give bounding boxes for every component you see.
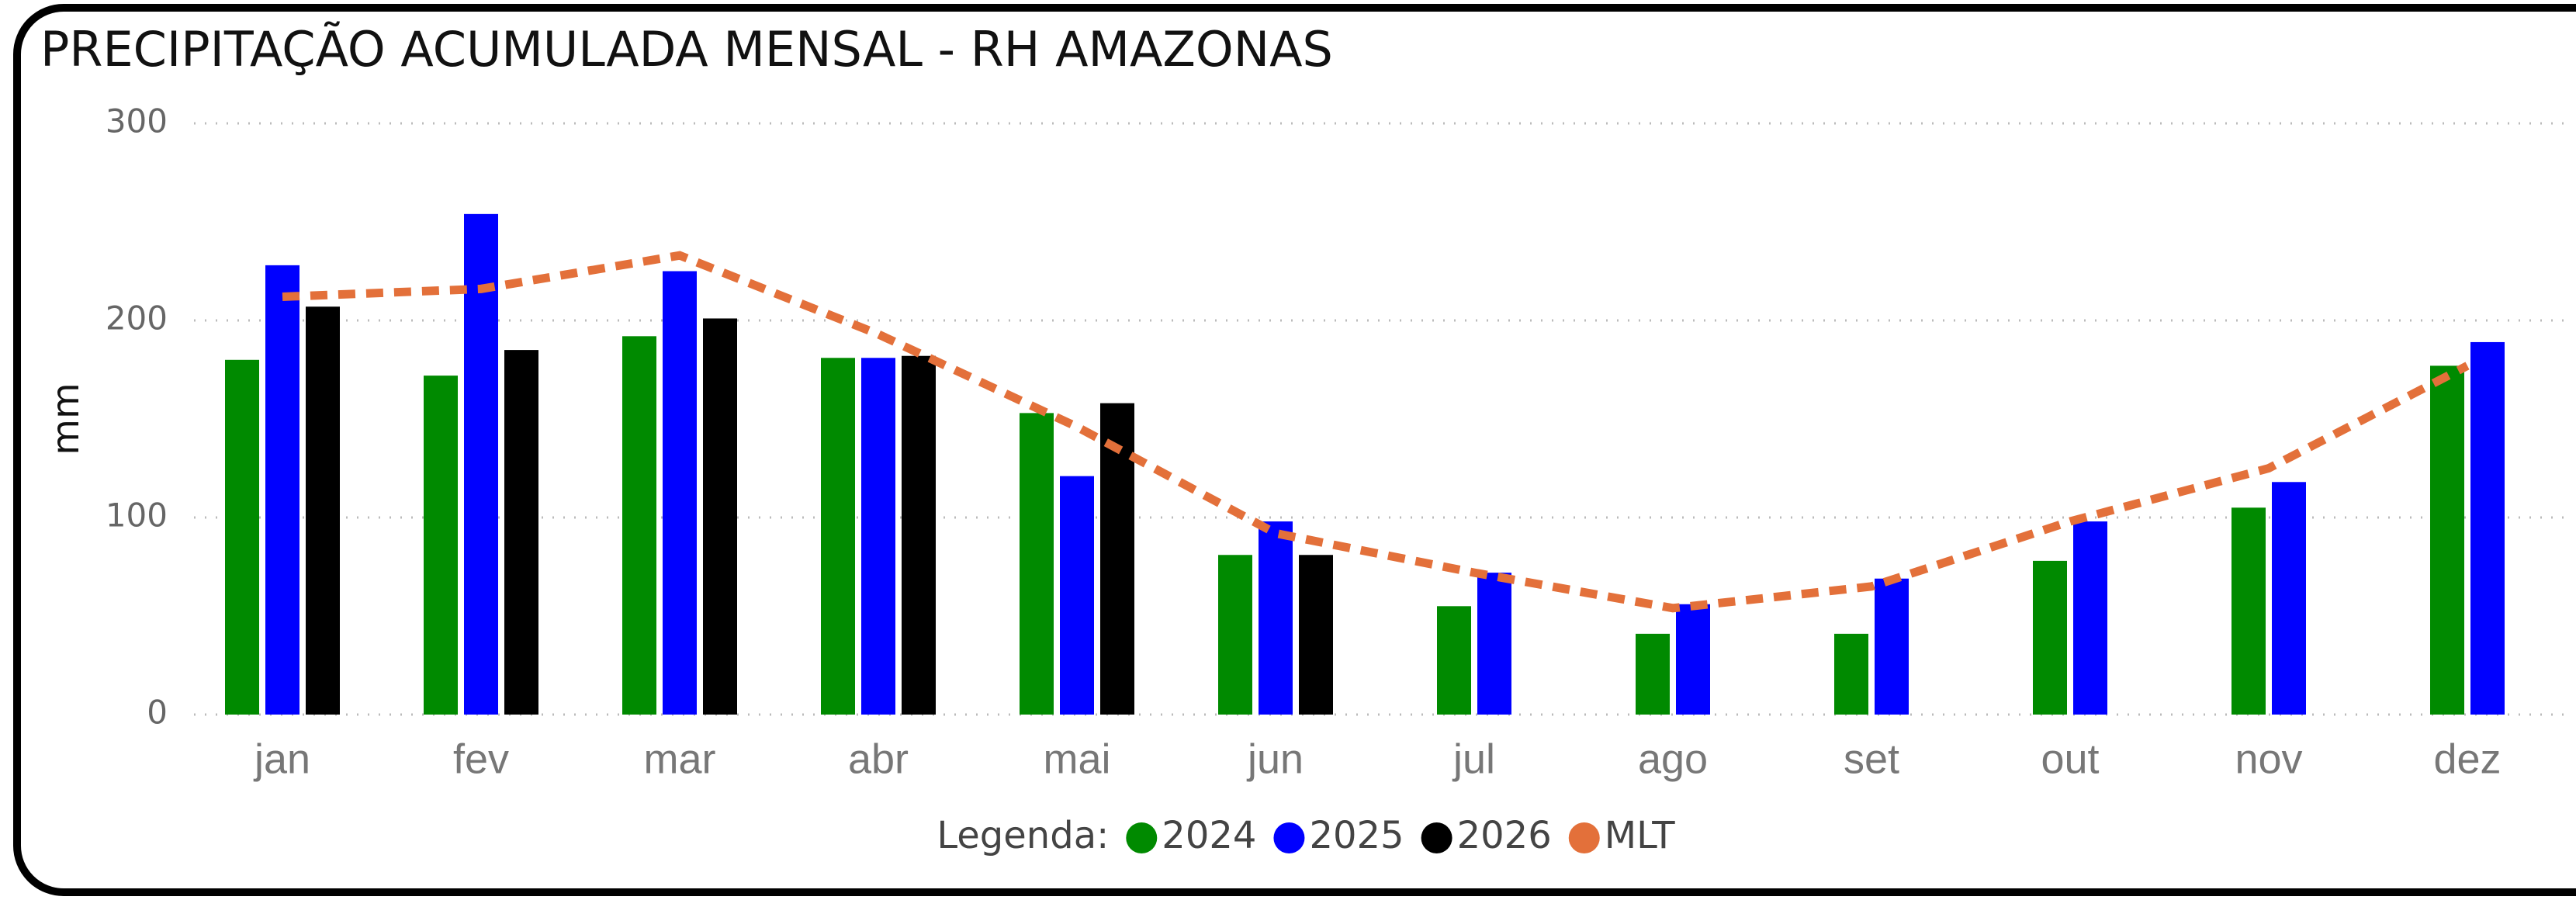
bar — [902, 355, 936, 715]
x-tick-label: out — [2041, 736, 2099, 782]
bar — [424, 376, 458, 715]
bar — [2470, 341, 2505, 715]
x-tick-label: jun — [1246, 736, 1304, 782]
y-tick-label: 0 — [147, 694, 168, 732]
bar — [2430, 365, 2464, 715]
legend-swatch — [1273, 822, 1305, 853]
x-tick-label: mai — [1043, 736, 1110, 782]
x-tick-label: dez — [2433, 736, 2501, 782]
frame — [13, 4, 2576, 896]
bar — [306, 306, 340, 715]
x-tick-label: nov — [2235, 736, 2302, 782]
legend-swatch — [1126, 822, 1158, 853]
bar — [2272, 482, 2306, 715]
x-tick-label: ago — [1638, 736, 1708, 782]
x-tick-label: abr — [848, 736, 909, 782]
bar — [1834, 633, 1868, 715]
bar — [2033, 560, 2067, 715]
bar — [1100, 403, 1134, 715]
bar — [504, 350, 538, 715]
x-tick-label: jan — [253, 736, 310, 782]
x-tick-label: set — [1844, 736, 1899, 782]
legend-label: 2024 — [1162, 814, 1256, 857]
y-tick-label: 100 — [106, 497, 168, 535]
bar — [1875, 578, 1909, 715]
bar — [464, 213, 498, 715]
bar — [1259, 521, 1293, 715]
y-axis-label: mm — [44, 382, 88, 455]
bar — [1636, 633, 1670, 715]
x-tick-label: jul — [1452, 736, 1495, 782]
bar — [622, 336, 656, 715]
x-tick-label: mar — [644, 736, 716, 782]
bar — [1437, 606, 1471, 715]
legend-swatch — [1568, 822, 1600, 853]
bar — [1676, 604, 1710, 715]
y-tick-label: 200 — [106, 299, 168, 338]
legend: Legenda: 2024 2025 2026 MLT — [937, 814, 1675, 857]
bar — [703, 318, 737, 715]
bar — [861, 358, 895, 715]
bar — [225, 359, 259, 715]
bar — [1060, 476, 1094, 715]
legend-title: Legenda: — [937, 814, 1109, 857]
bar — [2073, 521, 2107, 715]
chart-title: PRECIPITAÇÃO ACUMULADA MENSAL - RH AMAZO… — [40, 21, 1333, 78]
bar — [1218, 555, 1252, 715]
mlt-line — [282, 251, 2470, 613]
legend-label: MLT — [1605, 814, 1676, 857]
bar — [821, 358, 855, 715]
bar — [663, 271, 697, 715]
x-tick-label: fev — [453, 736, 509, 782]
y-tick-label: 300 — [106, 102, 168, 140]
bar — [2231, 507, 2266, 715]
legend-label: 2025 — [1309, 814, 1404, 857]
legend-swatch — [1421, 822, 1452, 853]
bar — [1299, 555, 1333, 715]
legend-label: 2026 — [1457, 814, 1552, 857]
bar — [1477, 573, 1511, 715]
bar — [265, 265, 299, 715]
bar — [1020, 413, 1054, 715]
